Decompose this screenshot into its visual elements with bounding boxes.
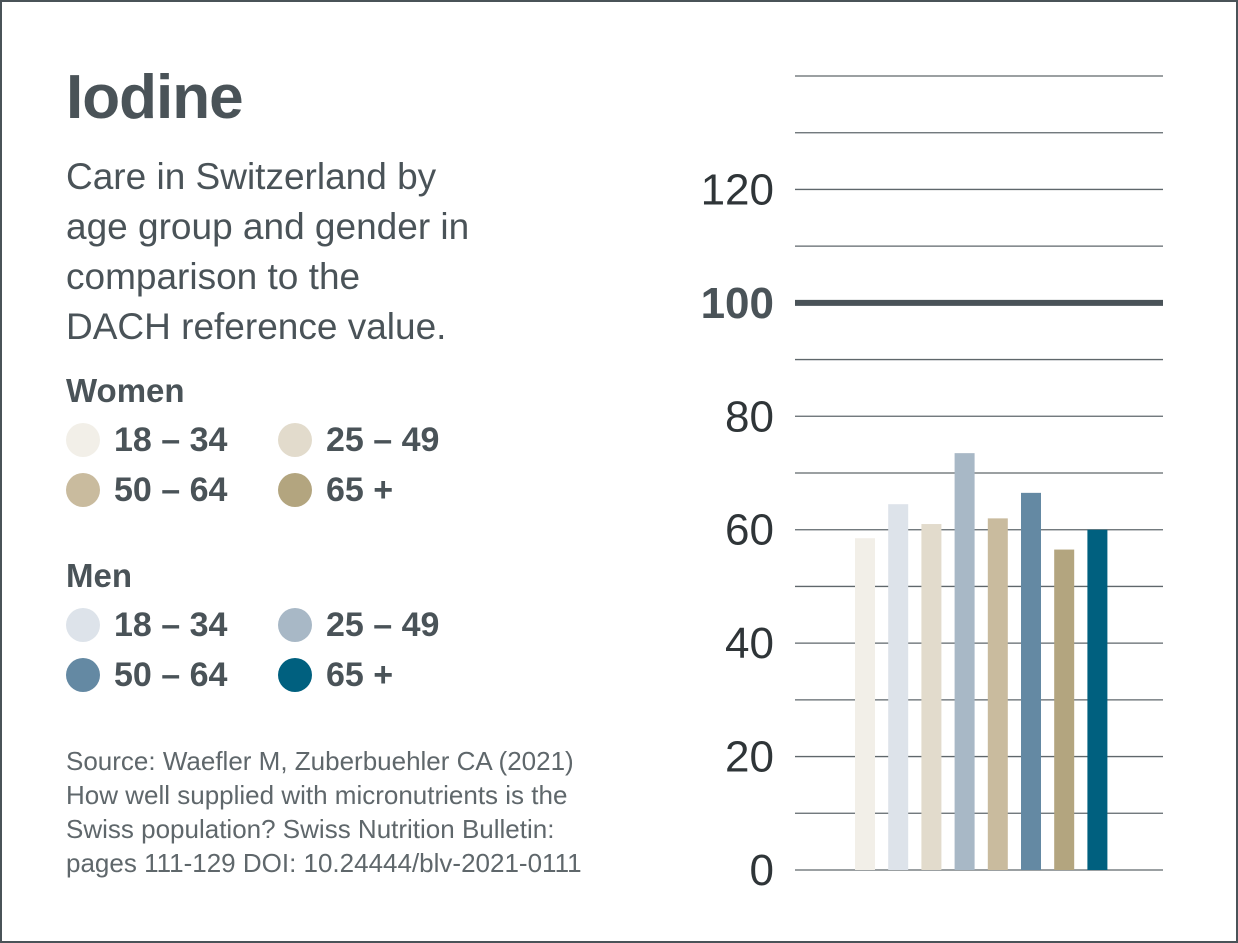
- legend-item-women-65-plus: 65 +: [278, 470, 393, 510]
- legend-swatch: [278, 423, 312, 457]
- legend-label: 18 – 34: [114, 605, 228, 644]
- bar: [1021, 492, 1041, 870]
- legend-heading-men: Men: [66, 557, 132, 594]
- legend-swatch: [278, 608, 312, 642]
- gridlines: [795, 75, 1163, 871]
- bar: [1054, 549, 1075, 870]
- y-tick-label: 40: [725, 619, 774, 668]
- legend-item-women-50-64: 50 – 64: [66, 470, 227, 510]
- legend-swatch: [66, 423, 100, 457]
- legend-swatch: [66, 658, 100, 692]
- y-tick-label: 120: [701, 165, 774, 214]
- bar: [921, 524, 942, 870]
- legend-swatch: [278, 658, 312, 692]
- bar: [888, 504, 909, 870]
- y-tick-label: 80: [725, 392, 774, 441]
- legend-swatch: [66, 608, 100, 642]
- subtitle-line: Care in Switzerland by: [66, 156, 437, 197]
- legend-item-women-18-34: 18 – 34: [66, 420, 227, 460]
- y-tick-label: 20: [725, 733, 774, 782]
- source-line: Swiss population? Swiss Nutrition Bullet…: [66, 814, 555, 844]
- chart-title: Iodine: [66, 63, 244, 132]
- legend-label: 65 +: [326, 470, 394, 509]
- legend-item-women-25-49: 25 – 49: [278, 420, 439, 460]
- bar: [855, 538, 875, 870]
- legend-label: 65 +: [326, 655, 394, 694]
- legend-item-men-65-plus: 65 +: [278, 655, 393, 695]
- y-tick-label: 100: [701, 279, 774, 328]
- legend-item-men-25-49: 25 – 49: [278, 605, 439, 645]
- y-tick-label: 0: [750, 846, 774, 895]
- legend-label: 50 – 64: [114, 470, 228, 509]
- legend-swatch: [278, 473, 312, 507]
- source-line: How well supplied with micronutrients is…: [66, 780, 568, 810]
- bar: [1087, 529, 1108, 870]
- subtitle-line: comparison to the: [66, 256, 361, 297]
- y-tick-labels: 0 20 40 60 80 100 120: [701, 165, 774, 895]
- bar: [954, 453, 975, 870]
- legend-heading-women: Women: [66, 372, 185, 409]
- legend-label: 25 – 49: [326, 605, 440, 644]
- legend-item-men-18-34: 18 – 34: [66, 605, 227, 645]
- bars: [855, 453, 1108, 870]
- legend-swatch: [66, 473, 100, 507]
- y-tick-label: 60: [725, 506, 774, 555]
- source-note: Source: Waefler M, Zuberbuehler CA (2021…: [66, 744, 666, 880]
- legend-label: 18 – 34: [114, 420, 228, 459]
- legend-label: 25 – 49: [326, 420, 440, 459]
- chart-subtitle: Care in Switzerland by age group and gen…: [66, 152, 586, 352]
- bar: [987, 518, 1008, 870]
- subtitle-line: age group and gender in: [66, 206, 470, 247]
- legend-label: 50 – 64: [114, 655, 228, 694]
- legend-item-men-50-64: 50 – 64: [66, 655, 227, 695]
- source-line: Source: Waefler M, Zuberbuehler CA (2021…: [66, 746, 574, 776]
- subtitle-line: DACH reference value.: [66, 306, 447, 347]
- source-line: pages 111-129 DOI: 10.24444/blv-2021-011…: [66, 848, 582, 878]
